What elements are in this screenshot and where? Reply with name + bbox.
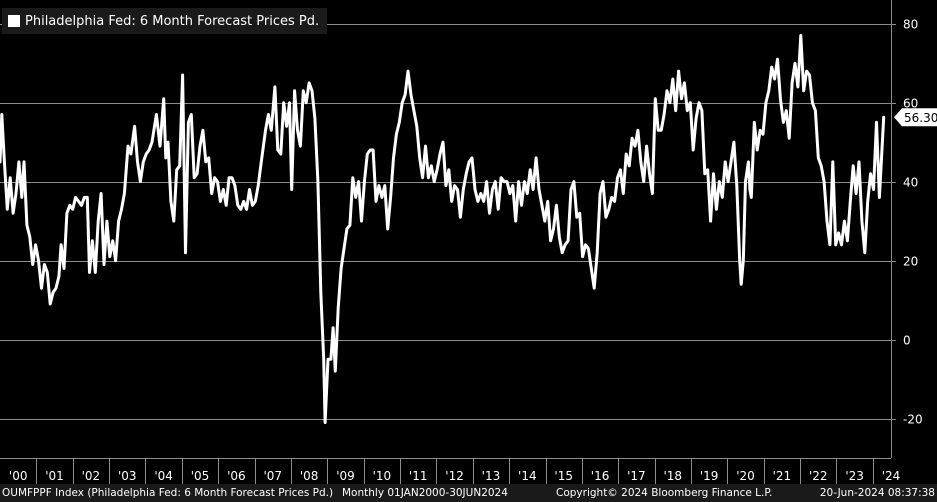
last-value-marker: 56.30 (894, 108, 937, 127)
x-tick-label-12: '12 (445, 469, 464, 483)
x-tick-label-18: '18 (664, 469, 683, 483)
y-tick-label-0: 80 (903, 18, 918, 32)
y-tick-label-2: 40 (903, 176, 918, 190)
x-tick-label-17: '17 (627, 469, 646, 483)
x-tick-label-23: '23 (845, 469, 864, 483)
x-tick-label-19: '19 (700, 469, 719, 483)
x-tick-label-16: '16 (591, 469, 610, 483)
y-tick-label-3: 20 (903, 255, 918, 269)
x-tick-label-14: '14 (518, 469, 537, 483)
x-tick-label-4: '04 (154, 469, 173, 483)
x-tick-label-11: '11 (409, 469, 428, 483)
legend: Philadelphia Fed: 6 Month Forecast Price… (2, 8, 328, 34)
legend-swatch (8, 15, 20, 27)
y-tick-label-4: 0 (903, 334, 911, 348)
footer-bar: OUMFPPF Index (Philadelphia Fed: 6 Month… (0, 484, 937, 502)
footer-range: Monthly 01JAN2000-30JUN2024 (342, 487, 508, 499)
y-tick-label-1: 60 (903, 97, 918, 111)
x-tick-label-6: '06 (227, 469, 246, 483)
x-axis-ticks: '00 '01 '02 '03 '04 '05 '06 '07 '08 '09 '10 '11 '12 '… (9, 458, 900, 484)
x-tick-label-8: '08 (300, 469, 319, 483)
footer-ticker: OUMFPPF Index (Philadelphia Fed: 6 Month… (2, 487, 334, 499)
x-tick-label-22: '22 (809, 469, 828, 483)
footer-timestamp: 20-Jun-2024 08:37:38 (819, 487, 935, 499)
x-tick-label-20: '20 (736, 469, 755, 483)
x-tick-label-7: '07 (263, 469, 282, 483)
x-tick-label-3: '03 (118, 469, 137, 483)
x-tick-label-24: '24 (882, 469, 901, 483)
x-tick-label-10: '10 (373, 469, 392, 483)
y-tick-label-5: -20 (903, 413, 923, 427)
x-tick-label-15: '15 (554, 469, 573, 483)
x-tick-label-13: '13 (482, 469, 501, 483)
y-axis-ticks: 80 60 40 20 0 -20 (891, 18, 923, 427)
x-tick-label-0: '00 (9, 469, 28, 483)
x-tick-label-21: '21 (773, 469, 792, 483)
x-tick-label-5: '05 (191, 469, 210, 483)
series-line (0, 34, 886, 424)
x-tick-label-1: '01 (45, 469, 64, 483)
last-value-label: 56.30 (904, 111, 937, 125)
legend-label: Philadelphia Fed: 6 Month Forecast Price… (25, 13, 320, 29)
footer-copyright: Copyright© 2024 Bloomberg Finance L.P. (556, 487, 773, 499)
x-tick-label-9: '09 (336, 469, 355, 483)
x-tick-label-2: '02 (82, 469, 101, 483)
last-value-badge (894, 108, 937, 127)
footer-background (0, 484, 937, 502)
